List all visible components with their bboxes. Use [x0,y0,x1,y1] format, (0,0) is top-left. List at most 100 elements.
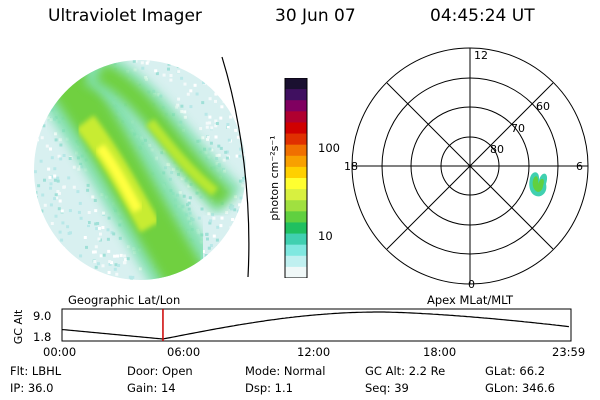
noise-pixel [217,144,221,148]
noise-pixel [37,223,41,227]
noise-pixel [71,60,75,63]
noise-pixel [247,98,250,101]
noise-pixel [97,226,101,230]
noise-pixel [71,53,74,56]
noise-pixel [78,165,82,169]
info-gc-alt: GC Alt: 2.2 Re [365,364,446,378]
noise-pixel [54,138,58,142]
noise-pixel [200,207,204,211]
noise-pixel [214,135,218,139]
noise-pixel [162,73,166,77]
colorbar-label: photon cm⁻²s⁻¹ [268,135,281,220]
noise-pixel [34,124,36,128]
noise-pixel [47,269,51,273]
noise-pixel [243,245,246,249]
noise-pixel [31,76,34,79]
noise-pixel [240,231,244,235]
noise-pixel [235,250,239,254]
noise-pixel [207,83,211,87]
noise-pixel [93,260,97,263]
noise-pixel [255,231,258,234]
noise-pixel [60,209,64,213]
noise-pixel [34,230,35,234]
noise-pixel [204,112,208,116]
noise-pixel [34,196,38,199]
noise-pixel [139,284,142,287]
noise-pixel [61,221,65,225]
noise-pixel [107,271,111,274]
noise-pixel [48,175,52,179]
noise-pixel [54,241,58,245]
noise-pixel [222,99,226,103]
noise-pixel [39,237,43,241]
noise-pixel [96,222,100,225]
noise-pixel [77,167,81,171]
noise-pixel [108,262,112,266]
noise-pixel [229,226,233,230]
noise-pixel [38,235,42,239]
observation-date: 30 Jun 07 [275,6,356,26]
noise-pixel [54,52,57,55]
colorbar-segment [285,222,307,235]
noise-pixel [106,237,110,241]
noise-pixel [43,203,47,207]
noise-pixel [64,250,67,254]
noise-pixel [87,224,90,228]
noise-pixel [187,275,191,279]
colorbar-segment [285,200,307,212]
noise-pixel [102,253,106,257]
noise-pixel [67,176,71,180]
noise-pixel [168,177,172,181]
noise-pixel [49,65,53,69]
noise-pixel [244,210,246,214]
noise-pixel [96,276,100,280]
noise-pixel [216,245,220,249]
noise-pixel [86,183,90,187]
noise-pixel [36,281,39,284]
noise-pixel [193,283,196,286]
noise-pixel [236,278,240,280]
noise-pixel [247,179,250,182]
noise-pixel [233,195,237,199]
colorbar: photon cm⁻²s⁻¹ [268,78,308,278]
noise-pixel [57,248,60,252]
noise-pixel [195,92,199,96]
xtick-2359: 23:59 [552,345,586,359]
noise-pixel [200,64,204,68]
noise-pixel [49,235,53,239]
noise-pixel [110,231,114,235]
noise-pixel [55,242,59,246]
colorbar-segment [285,100,307,112]
noise-pixel [230,207,233,211]
polar-label-12: 12 [474,49,488,62]
instrument-title: Ultraviolet Imager [48,6,202,26]
noise-pixel [227,269,231,273]
noise-pixel [48,80,51,84]
noise-pixel [217,153,221,157]
noise-pixel [66,279,70,280]
colorbar-segment [285,89,307,101]
noise-pixel [243,227,246,231]
noise-pixel [124,258,128,262]
noise-pixel [225,100,229,104]
noise-pixel [49,70,52,74]
noise-pixel [53,167,57,171]
noise-pixel [34,120,38,124]
noise-pixel [72,271,75,275]
noise-pixel [246,76,249,79]
noise-pixel [34,170,37,174]
noise-pixel [43,178,46,182]
noise-pixel [49,147,52,151]
noise-pixel [251,168,254,171]
info-ip: IP: 36.0 [10,381,54,395]
noise-pixel [45,144,49,148]
info-dsp: Dsp: 1.1 [245,381,293,395]
noise-pixel [145,284,148,287]
noise-pixel [198,262,202,266]
noise-pixel [118,236,122,240]
noise-pixel [93,250,97,254]
noise-pixel [140,61,144,65]
noise-pixel [57,154,61,158]
noise-pixel [55,196,59,200]
noise-pixel [219,116,223,120]
